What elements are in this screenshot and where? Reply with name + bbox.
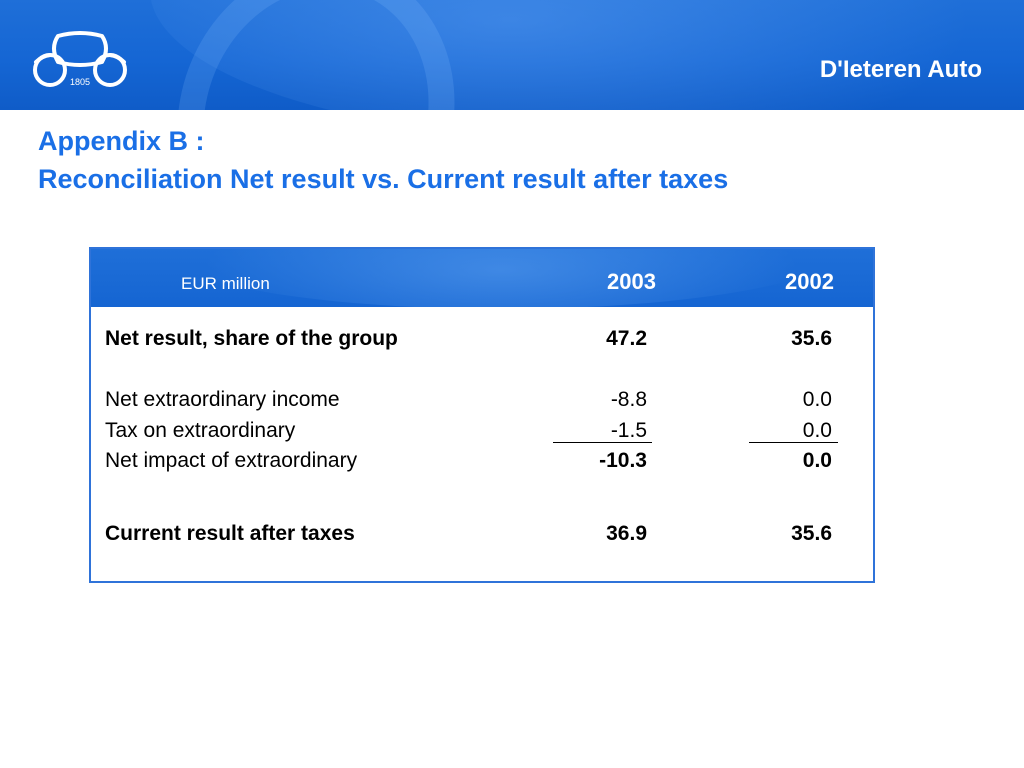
title-line-1: Appendix B : xyxy=(38,126,205,156)
subtotal-underline xyxy=(553,442,652,443)
value-2003: -1.5 xyxy=(610,419,647,442)
value-2002: 35.6 xyxy=(791,522,832,545)
value-2002: 35.6 xyxy=(791,327,832,350)
value-2003: -10.3 xyxy=(599,449,647,472)
row-label: Tax on extraordinary xyxy=(105,419,296,442)
row-label: Current result after taxes xyxy=(105,522,355,545)
column-header-2002: 2002 xyxy=(785,269,834,294)
value-2003: 47.2 xyxy=(606,327,647,350)
row-label: Net extraordinary income xyxy=(105,388,340,411)
value-2003: 36.9 xyxy=(606,522,647,545)
value-2002: 0.0 xyxy=(802,388,832,411)
value-2002: 0.0 xyxy=(802,449,832,472)
logo-year: 1805 xyxy=(70,77,90,87)
brand-name: D'Ieteren Auto xyxy=(819,56,982,83)
banner-decoration xyxy=(150,0,1024,110)
unit-label: EUR million xyxy=(181,274,270,293)
value-2003: -8.8 xyxy=(610,388,647,411)
row-label: Net result, share of the group xyxy=(105,327,398,350)
row-label: Net impact of extraordinary xyxy=(105,449,358,472)
reconciliation-table: EUR million 2003 2002 Net result, share … xyxy=(89,247,875,583)
header-banner: 1805 D'Ieteren Auto xyxy=(0,0,1024,110)
page-title: Appendix B : Reconciliation Net result v… xyxy=(38,122,728,198)
carriage-logo-icon: 1805 xyxy=(33,31,127,87)
subtotal-underline xyxy=(749,442,838,443)
title-line-2: Reconciliation Net result vs. Current re… xyxy=(38,164,729,194)
value-2002: 0.0 xyxy=(802,419,832,442)
table-header: EUR million 2003 2002 xyxy=(91,249,873,307)
column-header-2003: 2003 xyxy=(607,269,656,294)
